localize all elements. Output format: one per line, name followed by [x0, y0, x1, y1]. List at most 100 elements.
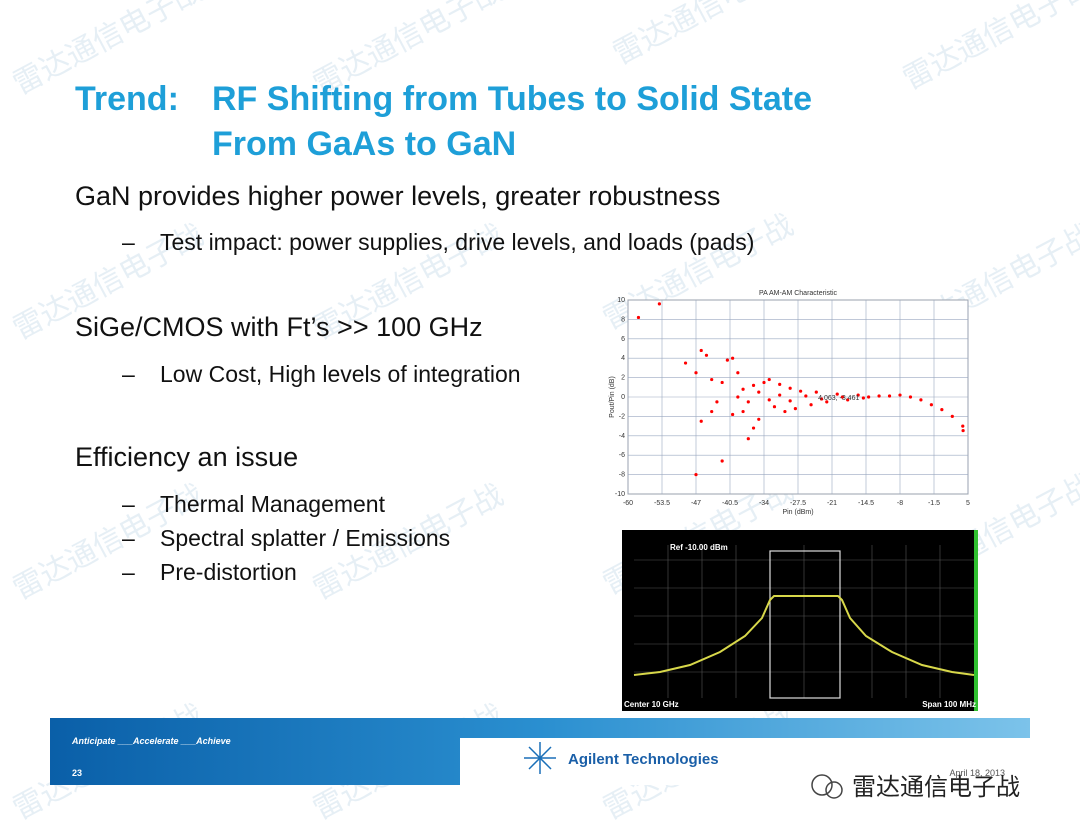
spectrum-plot: Ref -10.00 dBm Center 10 GHz Span 100 MH… — [622, 530, 978, 711]
title-line: RF Shifting from Tubes to Solid State — [212, 80, 812, 118]
sub-bullet: Thermal Management — [160, 491, 386, 517]
point — [814, 390, 818, 394]
page-number: 23 — [72, 768, 82, 778]
bullet: Efficiency an issue — [75, 442, 298, 472]
spectrum-bg — [622, 530, 978, 711]
point — [731, 412, 735, 417]
point — [736, 371, 740, 375]
sub-bullet-marker: – — [122, 361, 135, 387]
point — [762, 380, 766, 385]
watermark: 雷达通信电子战 — [897, 0, 1080, 97]
x-tick-label: -8 — [897, 500, 903, 507]
point — [835, 392, 839, 396]
y-tick-label: 8 — [621, 316, 625, 323]
footer: Anticipate ___Accelerate ___Achieve 23 A… — [50, 718, 1030, 801]
company: Agilent Technologies — [568, 751, 719, 768]
y-tick-label: -2 — [619, 413, 625, 420]
point — [950, 414, 954, 418]
point — [736, 395, 740, 399]
point — [767, 398, 771, 402]
x-tick-label: -27.5 — [790, 500, 806, 507]
bullets: GaN provides higher power levels, greate… — [75, 181, 754, 585]
point — [741, 409, 745, 414]
point — [767, 377, 771, 382]
point — [751, 426, 756, 430]
point — [699, 419, 703, 423]
point — [725, 358, 729, 362]
sub-bullet-marker: – — [122, 491, 135, 517]
x-tick-label: -60 — [623, 500, 633, 507]
point — [683, 361, 688, 365]
point — [804, 394, 808, 398]
point — [877, 394, 881, 398]
point — [778, 382, 782, 386]
y-tick-label: 6 — [621, 336, 625, 343]
span-label: Span 100 MHz — [922, 700, 976, 709]
y-axis-label: Pout/Pin (dB) — [609, 376, 616, 418]
x-tick-label: -34 — [759, 500, 769, 507]
point — [746, 400, 750, 404]
date: April 18, 2013 — [949, 768, 1005, 778]
sub-bullet: Test impact: power supplies, drive level… — [160, 229, 754, 255]
point — [757, 417, 761, 421]
point — [799, 389, 803, 393]
annotation: 4.063, -3.461 — [818, 395, 859, 402]
spectrum-grid — [634, 545, 974, 698]
channel-name: 雷达通信电子战 — [852, 773, 1020, 801]
footer-panel — [460, 738, 1030, 785]
title-lead: Trend: — [75, 80, 179, 118]
point — [846, 398, 850, 402]
x-tick-label: -1.5 — [928, 500, 940, 507]
point — [710, 377, 714, 382]
y-tick-label: 0 — [621, 394, 625, 401]
y-tick-label: -10 — [615, 491, 625, 498]
x-tick-label: 5 — [966, 500, 970, 507]
spectrum-trace — [633, 595, 975, 676]
x-tick-label: -14.5 — [858, 500, 874, 507]
sub-bullet: Pre-distortion — [160, 559, 297, 585]
center-label: Center 10 GHz — [624, 700, 679, 709]
point — [636, 315, 641, 320]
x-tick-label: -47 — [691, 500, 701, 507]
point — [861, 396, 865, 400]
point — [757, 390, 761, 394]
point — [657, 302, 661, 306]
ref-label: Ref -10.00 dBm — [670, 543, 728, 552]
agilent-logo — [524, 742, 556, 774]
point — [783, 409, 787, 414]
wechat-icon — [811, 774, 833, 796]
point — [887, 394, 892, 398]
point — [704, 353, 709, 357]
point — [867, 395, 871, 399]
point — [772, 405, 777, 409]
sub-bullet-marker: – — [122, 559, 135, 585]
bullet: GaN provides higher power levels, greate… — [75, 181, 720, 211]
point — [710, 409, 714, 414]
sub-bullet-marker: – — [122, 525, 135, 551]
point — [720, 380, 724, 385]
point — [929, 403, 933, 407]
sub-bullet-marker: – — [122, 229, 135, 255]
watermark: 雷达通信电子战 — [607, 0, 809, 72]
sub-bullet: Low Cost, High levels of integration — [160, 361, 521, 387]
point — [788, 399, 792, 403]
y-tick-label: 2 — [621, 375, 625, 382]
point — [825, 400, 829, 404]
point — [751, 383, 756, 387]
y-tick-label: -6 — [619, 452, 625, 459]
point — [819, 397, 824, 401]
point — [731, 356, 735, 360]
tagline: Anticipate ___Accelerate ___Achieve — [71, 736, 231, 746]
bullet: SiGe/CMOS with Ft’s >> 100 GHz — [75, 312, 483, 342]
point — [746, 437, 750, 441]
y-tick-label: -4 — [619, 433, 625, 440]
point — [919, 398, 923, 402]
chart-title: PA AM-AM Characteristic — [759, 290, 838, 297]
point — [961, 424, 965, 428]
point — [940, 408, 944, 412]
point — [788, 386, 792, 390]
point — [699, 348, 703, 353]
point — [715, 400, 719, 404]
spectrum-edge — [974, 530, 978, 711]
